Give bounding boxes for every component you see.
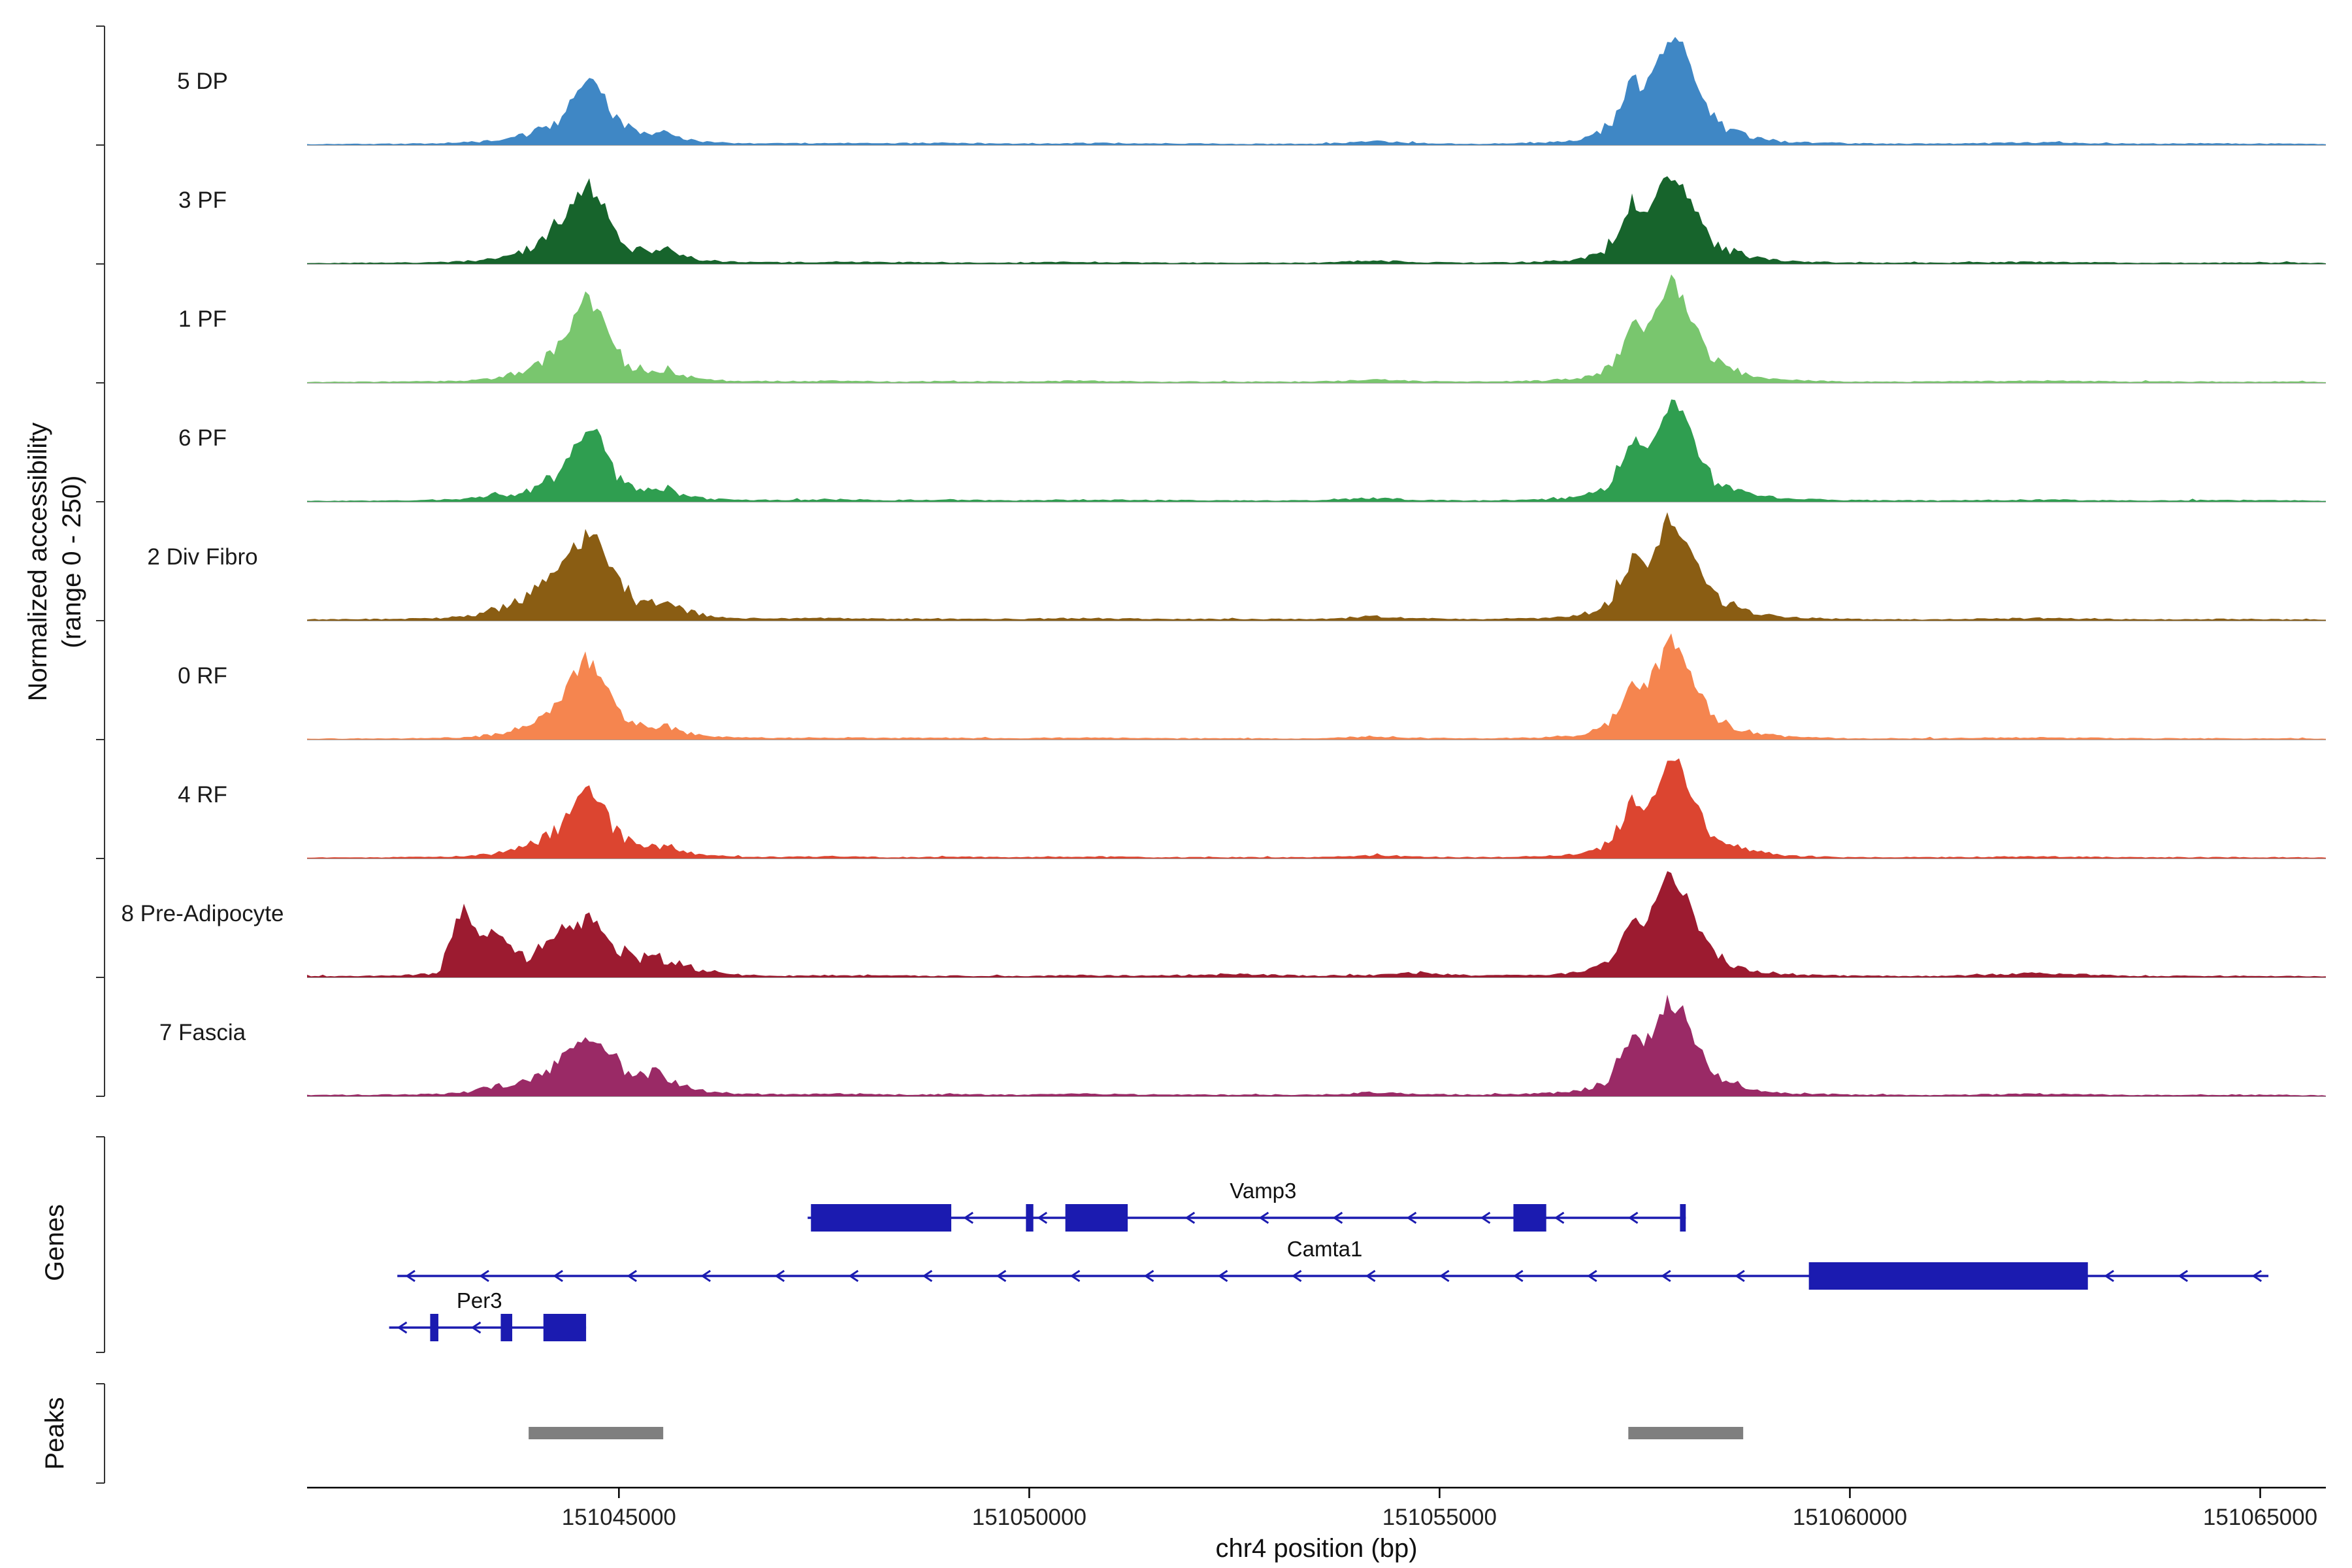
gene-model-camta1 (397, 1262, 2269, 1290)
peak-bar (529, 1427, 664, 1439)
strand-arrow-icon (1406, 1211, 1417, 1224)
strand-arrow-icon (1332, 1211, 1343, 1224)
exon (1026, 1204, 1034, 1232)
strand-arrow-icon (774, 1269, 785, 1282)
track-1-pf (307, 274, 2326, 384)
gene-model-per3 (389, 1314, 587, 1341)
exon (543, 1314, 587, 1341)
track-6-pf (307, 399, 2326, 502)
coverage-area (307, 633, 2326, 740)
strand-arrow-icon (848, 1269, 859, 1282)
y-axis-label-line1: Normalized accessibility (24, 422, 52, 702)
track-7-fascia (307, 994, 2326, 1097)
strand-arrow-icon (1661, 1269, 1671, 1282)
x-axis-title: chr4 position (bp) (1215, 1534, 1418, 1563)
track-4-rf (307, 758, 2326, 859)
strand-arrow-icon (963, 1211, 973, 1224)
strand-arrow-icon (1184, 1211, 1196, 1224)
strand-arrow-icon (700, 1269, 711, 1282)
exon (430, 1314, 438, 1341)
strand-arrow-icon (1070, 1269, 1081, 1282)
strand-arrow-icon (996, 1269, 1007, 1282)
strand-arrow-icon (2104, 1269, 2114, 1282)
exon (1065, 1204, 1128, 1232)
exon (1513, 1204, 1546, 1232)
strand-arrow-icon (1365, 1269, 1376, 1282)
y-axis-label-line2: (range 0 - 250) (57, 475, 86, 649)
coverage-area (307, 399, 2326, 502)
peak-bar (1628, 1427, 1744, 1439)
coverage-area (307, 176, 2326, 264)
exon (500, 1314, 513, 1341)
strand-arrow-icon (922, 1269, 933, 1282)
exon (1808, 1262, 2088, 1290)
strand-arrow-icon (2251, 1269, 2262, 1282)
strand-arrow-icon (470, 1321, 482, 1334)
strand-arrow-icon (627, 1269, 637, 1282)
strand-arrow-icon (1258, 1211, 1269, 1224)
peaks-section-label: Peaks (41, 1397, 69, 1470)
track-5-dp (307, 37, 2326, 146)
exon (1680, 1204, 1686, 1232)
y-axis-label: Normalized accessibility (range 0 - 250) (21, 423, 89, 702)
strand-arrow-icon (1291, 1269, 1302, 1282)
strand-arrow-icon (1554, 1211, 1565, 1224)
coverage-area (307, 994, 2326, 1096)
track-3-pf (307, 176, 2326, 265)
strand-arrow-icon (1480, 1211, 1491, 1224)
strand-arrow-icon (1217, 1269, 1228, 1282)
strand-arrow-icon (1627, 1211, 1639, 1224)
coverage-area (307, 37, 2326, 145)
strand-arrow-icon (1513, 1269, 1524, 1282)
strand-arrow-icon (1143, 1269, 1154, 1282)
track-8-pre-adipocyte (307, 871, 2326, 978)
strand-arrow-icon (479, 1269, 489, 1282)
strand-arrow-icon (1587, 1269, 1597, 1282)
strand-arrow-icon (1439, 1269, 1450, 1282)
strand-arrow-icon (1735, 1269, 1745, 1282)
gene-model-vamp3 (808, 1204, 1686, 1232)
strand-arrow-icon (405, 1269, 416, 1282)
genes-section-label: Genes (41, 1204, 69, 1281)
coverage-area (307, 512, 2326, 621)
exon (811, 1204, 952, 1232)
track-0-rf (307, 633, 2326, 740)
coverage-area (307, 758, 2326, 858)
track-2-div-fibro (307, 512, 2326, 621)
strand-arrow-icon (397, 1321, 408, 1334)
strand-arrow-icon (2178, 1269, 2189, 1282)
coverage-area (307, 274, 2326, 383)
coverage-area (307, 871, 2326, 977)
strand-arrow-icon (553, 1269, 563, 1282)
strand-arrow-icon (1037, 1211, 1048, 1224)
